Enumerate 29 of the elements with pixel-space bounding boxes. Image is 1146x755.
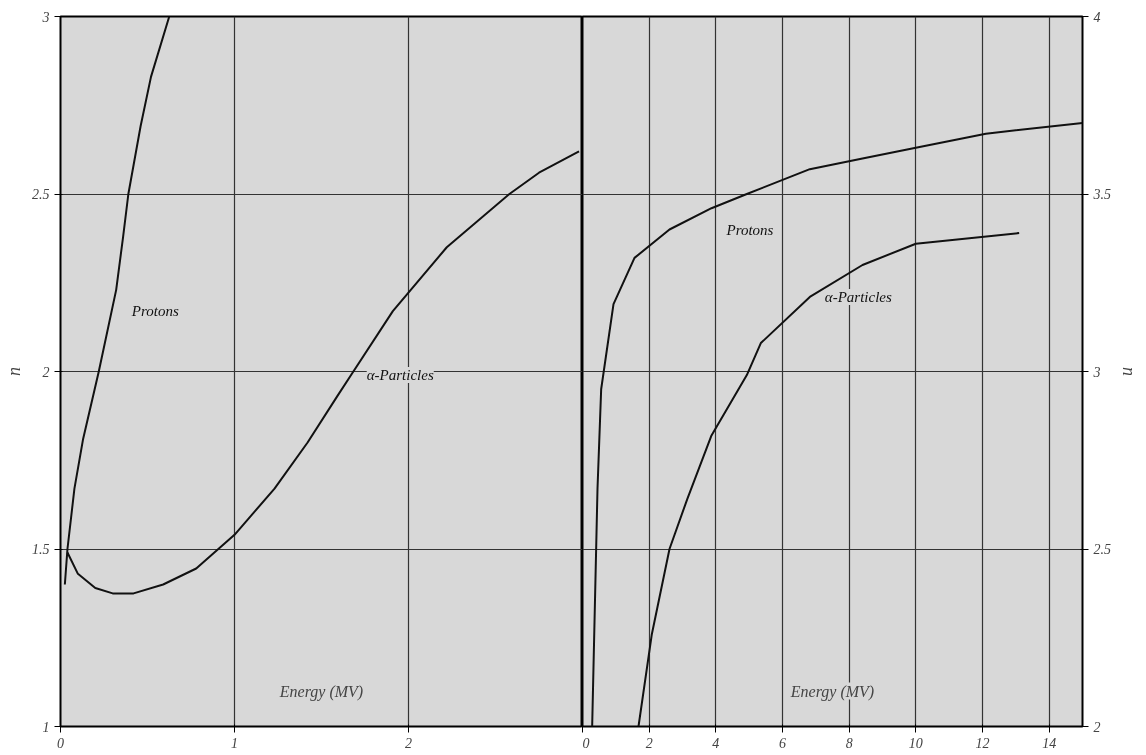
x-tick-label: 1: [231, 735, 238, 751]
y-tick-label: 2: [42, 364, 50, 380]
y-tick-label: 2: [1093, 719, 1101, 735]
y-tick-label: 2.5: [32, 187, 50, 202]
x-axis-title: Energy (MV): [789, 682, 875, 701]
y-tick-label: 2.5: [1093, 542, 1111, 557]
x-tick-label: 8: [845, 735, 853, 751]
x-tick-label: 14: [1042, 735, 1057, 751]
x-tick-label: 0: [582, 735, 590, 751]
x-axis-title: Energy (MV): [278, 682, 364, 701]
y-axis-title: n: [1119, 367, 1139, 376]
y-tick-label: 3: [41, 9, 50, 25]
x-tick-label: 10: [908, 735, 923, 751]
series-label: Protons: [130, 303, 179, 320]
y-tick-label: 3.5: [1092, 187, 1111, 202]
y-tick-label: 3: [1092, 364, 1101, 380]
x-tick-label: 2: [645, 735, 653, 751]
y-tick-label: 4: [1093, 9, 1101, 25]
y-tick-label: 1: [42, 719, 50, 735]
series-label: α-Particles: [366, 367, 434, 384]
series-label: α-Particles: [824, 288, 893, 305]
x-tick-label: 12: [975, 735, 990, 751]
x-tick-label: 4: [712, 735, 720, 751]
y-tick-label: 1.5: [32, 542, 50, 557]
y-axis-title: n: [4, 367, 24, 376]
x-tick-label: 0: [57, 735, 64, 751]
x-tick-label: 2: [405, 735, 412, 751]
series-label: Protons: [725, 221, 774, 238]
x-tick-label: 6: [779, 735, 786, 751]
